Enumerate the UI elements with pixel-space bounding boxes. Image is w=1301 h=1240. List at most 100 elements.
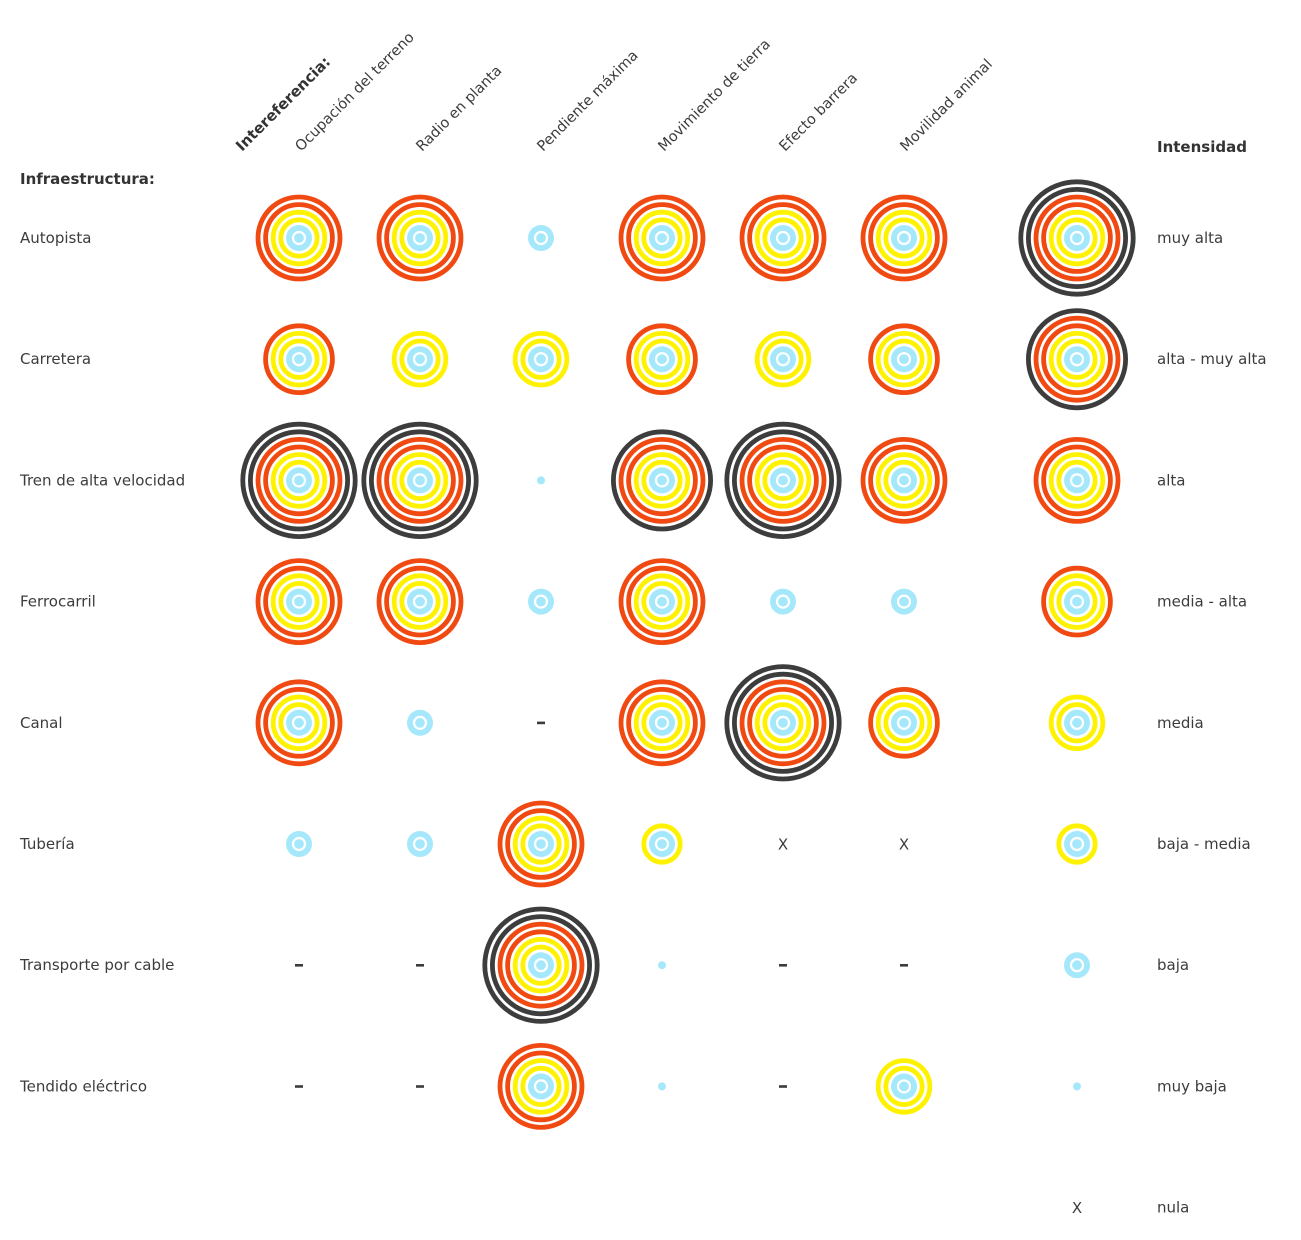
yellow-ring [1056,823,1098,865]
row-label: Tendido eléctrico [19,1077,147,1095]
core-white-ring [1069,836,1085,852]
core-disk [649,467,675,494]
cell-target [611,429,714,532]
core-disk [407,588,433,615]
yellow-ring [512,937,570,994]
cell-target [724,664,842,782]
core-disk [1064,709,1090,736]
cell-target [754,331,812,388]
core-disk [407,467,433,494]
core-white-ring [775,352,791,367]
core-disk [770,709,796,736]
core-disk [528,225,554,251]
yellow-ring [875,1058,933,1115]
core-disk [407,709,433,736]
core-disk [891,467,917,494]
core-white-ring [896,230,912,246]
orange-ring [739,194,827,282]
orange-ring [255,679,343,767]
legend-label: baja [1157,956,1189,974]
center-dot [1073,1082,1081,1091]
core-disk [286,467,312,494]
dark-ring [724,421,842,539]
core-white-ring [412,594,428,609]
dark-ring [361,421,479,539]
core-white-ring [654,473,670,488]
core-disk [407,225,433,251]
orange-ring [376,194,464,282]
cell-target [875,1058,933,1115]
dark-ring [732,429,835,532]
row-label: Tren de alta velocidad [19,471,185,489]
orange-ring [626,323,698,396]
yellow-ring [399,338,441,380]
cell-target [739,194,827,282]
core-white-ring [291,594,307,609]
orange-ring [739,679,827,767]
yellow-ring [512,1058,570,1115]
cell-target [286,831,312,857]
core-disk [649,588,675,615]
yellow-ring [875,209,933,267]
column-label: Movimiento de tierra [656,36,774,154]
yellow-ring [1056,217,1098,259]
core-white-ring [533,594,549,609]
cell-target [528,588,554,615]
yellow-ring [633,209,691,267]
core-white-ring [412,473,428,488]
orange-ring [1041,323,1113,396]
core-white-ring [775,473,791,488]
yellow-ring [754,331,812,388]
no-data-dash [779,1085,787,1088]
cell-target [407,709,433,736]
core-disk [286,588,312,615]
orange-ring [1033,194,1121,282]
core-disk [1064,952,1090,979]
yellow-ring [512,331,570,388]
dark-ring [240,421,358,539]
yellow-ring [633,694,691,751]
legend-label: muy alta [1157,229,1223,247]
yellow-ring [1056,580,1098,623]
yellow-ring [1056,702,1098,744]
dark-ring [724,664,842,782]
legend-swatch [1018,179,1136,297]
cell-target [658,961,666,970]
yellow-ring [1056,338,1098,380]
core-disk [649,225,675,251]
orange-ring [860,436,948,524]
core-disk [649,346,675,373]
core-disk [649,831,675,857]
core-disk [1064,831,1090,857]
orange-ring [376,436,464,524]
core-white-ring [533,352,549,367]
core-disk [770,346,796,373]
orange-ring [384,202,456,274]
orange-ring [376,558,464,645]
legend-swatch [1026,308,1129,411]
orange-ring [618,194,706,282]
yellow-ring [270,331,328,388]
dark-ring [1018,179,1136,297]
column-label: Ocupación del terreno [293,30,418,155]
yellow-ring [278,702,320,744]
core-disk [891,588,917,615]
orange-ring [1041,202,1113,274]
core-white-ring [896,473,912,488]
core-white-ring [654,594,670,609]
core-white-ring [1069,230,1085,246]
core-white-ring [896,352,912,367]
cell-target [482,906,600,1024]
orange-ring [255,436,343,524]
yellow-ring [762,702,804,744]
row-label: Ferrocarril [20,593,96,611]
orange-ring [263,444,335,517]
no-data-dash [537,721,545,725]
cell-target [658,1082,666,1091]
core-white-ring [533,1079,549,1094]
cell-target [255,679,343,767]
dark-ring [482,906,600,1024]
yellow-ring [633,573,691,630]
